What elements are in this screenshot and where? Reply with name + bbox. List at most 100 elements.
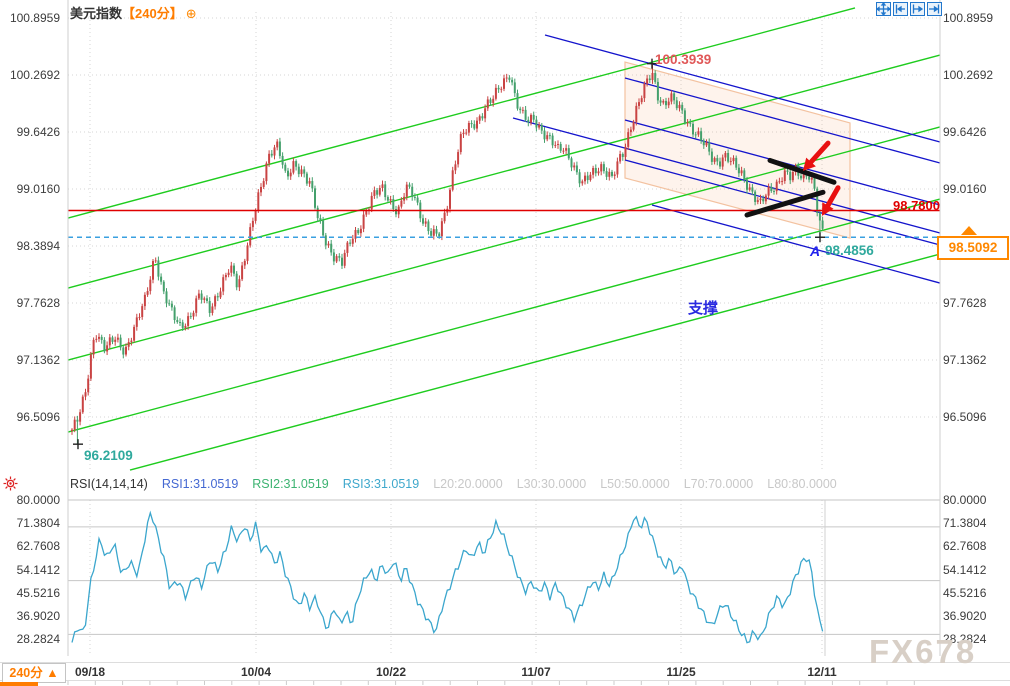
candle-body [578,172,581,184]
candle-body [376,190,379,195]
candle-body [81,396,84,413]
price-axis-label-left: 100.2692 [9,68,60,82]
candle-body [656,81,659,101]
candle-body [378,187,381,195]
candle-body [135,317,138,327]
candle-body [87,378,90,393]
rsi-axis-label-right: 71.3804 [943,516,987,531]
pan-icon[interactable] [876,2,891,16]
scale-right-icon[interactable] [910,2,925,16]
candle-body [548,135,551,137]
candle-body [176,320,179,323]
candle-body [481,116,484,119]
candle-body [737,167,740,174]
candle-body [405,184,408,197]
candle-body [116,337,119,340]
candle-body [802,172,805,179]
timeframe-selector[interactable]: 240分 ▲ [2,663,66,683]
candle-body [808,176,811,180]
candle-body [84,392,87,397]
candle-body [497,87,500,90]
candle-body [332,252,335,262]
peak-price-label: 100.3939 [655,52,712,67]
candle-body [786,170,789,172]
candle-body [292,161,295,173]
candle-body [727,152,730,162]
candle-body [594,167,597,174]
candle-body [211,306,214,313]
candle-body [357,229,360,234]
candle-body [584,175,586,182]
rsi-axis-label-right: 80.0000 [943,493,987,507]
candle-body [308,181,311,184]
down-arrow-icon [822,202,834,216]
candle-body [756,200,759,202]
candle-body [557,144,559,145]
candle-body [600,164,603,172]
candle-body [338,256,341,258]
candle-body [162,281,165,292]
candle-body [138,316,141,318]
candle-body [648,78,651,81]
candle-body [540,124,543,131]
candle-body [146,291,149,295]
candle-body [451,170,454,190]
candle-body [79,412,82,422]
price-axis-label-left: 99.0160 [16,182,60,196]
candle-body [403,196,406,201]
down-arrow-icon [825,185,841,208]
candle-body [235,273,238,288]
candle-body [349,242,352,244]
candle-body [143,294,146,307]
candle-body [602,164,605,172]
candle-body [781,181,784,182]
candle-body [89,354,92,379]
candle-body [127,342,130,347]
candle-body [289,172,292,177]
candle-body [192,312,195,317]
candle-body [189,316,192,318]
candle-body [818,212,821,221]
price-axis-label-left: 96.5096 [16,410,60,424]
candle-body [624,146,627,157]
candle-body [300,169,303,175]
candle-body [789,171,792,181]
candle-body [489,99,492,103]
candle-body [362,214,365,229]
candle-body [430,231,433,236]
indicator-settings-icon[interactable] [3,476,18,491]
candle-body [187,316,190,326]
candle-body [592,167,595,175]
candle-body [246,245,249,261]
candle-body [208,300,211,313]
candle-body [141,306,144,317]
price-axis-label-right: 97.7628 [943,296,987,310]
candle-body [681,105,684,111]
candle-body [581,181,584,184]
candle-body [386,197,389,201]
candle-body [559,144,562,151]
candle-body [538,124,541,128]
add-indicator-icon[interactable]: ⊕ [185,6,197,21]
ascending-trendline [67,198,941,433]
candle-body [478,116,481,121]
candle-body [629,129,632,133]
period-label: 【240分】 [122,6,183,21]
candle-body [530,114,532,123]
rsi-axis-label-right: 62.7608 [943,539,987,554]
candle-body [95,338,98,340]
price-axis-label-left: 97.7628 [16,296,60,310]
candle-body [743,170,746,180]
candle-body [589,174,592,181]
candle-body [732,157,735,162]
scale-left-icon[interactable] [893,2,908,16]
ascending-trendline [67,7,856,219]
candle-body [683,110,686,123]
candle-body [392,198,395,210]
rsi-axis-label-left: 71.3804 [16,516,60,531]
rsi-level-value: L70:70.0000 [683,477,754,491]
candle-body [449,189,451,209]
jump-latest-icon[interactable] [927,2,942,16]
candle-body [443,212,446,222]
